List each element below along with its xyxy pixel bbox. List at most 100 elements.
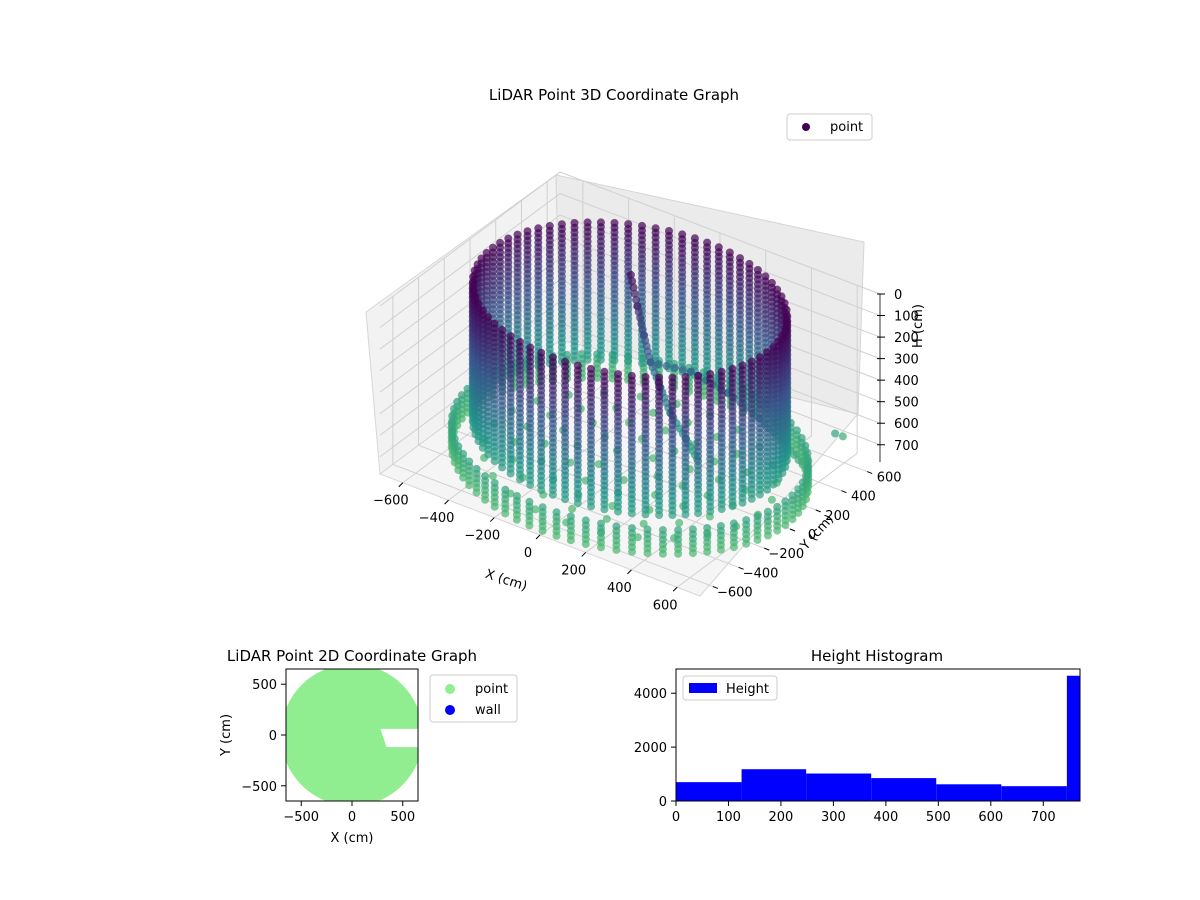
data-point-3d	[481, 495, 490, 504]
data-point-3d	[506, 469, 515, 478]
legend-histogram: Height	[682, 675, 778, 701]
legend-3d-label: point	[830, 120, 863, 135]
data-point-3d	[729, 543, 738, 552]
data-point-3d	[632, 295, 641, 304]
data-point-3d	[472, 488, 481, 497]
legend-2d-point-marker	[445, 684, 455, 694]
legend-histogram-frame	[682, 675, 778, 701]
x-tick-histogram-label: 300	[821, 810, 846, 825]
data-point-3d	[552, 531, 561, 540]
y-tick-3d	[712, 585, 719, 589]
x-tick-2d-label: 0	[348, 810, 356, 825]
z-tick-3d-label: 200	[894, 331, 919, 346]
region-gap-2d	[380, 728, 418, 748]
histogram-frame	[675, 668, 1081, 802]
data-point-3d	[512, 515, 521, 524]
x-tick-3d	[398, 482, 404, 488]
legend-3d-frame	[786, 113, 873, 141]
x-tick-histogram-label: 0	[672, 810, 680, 825]
histogram-axes: 0 100 200 300 400 500 600 700 0 2000 4000	[634, 687, 1056, 825]
data-point-3d	[629, 283, 638, 292]
data-point-3d	[633, 533, 642, 542]
data-point-3d	[501, 509, 510, 518]
data-point-3d	[561, 495, 570, 504]
data-point-3d	[581, 540, 590, 549]
y-tick-histogram-label: 4000	[634, 687, 667, 702]
chart-histogram: Height Histogram 0 100 200 300 400 500 600 7000…	[634, 647, 1081, 825]
data-point-3d	[674, 549, 683, 558]
data-point-3d	[668, 511, 677, 519]
chart-3d: LiDAR Point 3D Coordinate Graph −600 −400…	[365, 86, 926, 613]
y-tick-3d	[841, 490, 847, 494]
data-point-3d	[763, 485, 772, 494]
x-tick-histogram-label: 600	[978, 810, 1003, 825]
z-tick-3d-label: 400	[894, 374, 919, 389]
data-point-3d	[628, 277, 637, 286]
x-tick-histogram-label: 700	[1031, 810, 1056, 825]
x-tick-3d	[627, 569, 632, 575]
data-point-3d	[490, 457, 499, 465]
y-tick-3d	[866, 471, 873, 475]
data-point-3d	[538, 526, 547, 535]
data-point-3d	[597, 543, 605, 552]
x-tick-histogram-label: 400	[873, 810, 898, 825]
data-point-3d	[537, 486, 546, 495]
data-point-3d	[488, 472, 497, 480]
z-tick-3d-label: 300	[894, 353, 919, 368]
x-axis-2d-label: X (cm)	[331, 831, 374, 846]
data-point-3d	[738, 498, 747, 507]
histogram-bar	[871, 778, 937, 801]
legend-3d-marker	[802, 123, 810, 131]
z-axis-3d: 0 100 200 300 400 500 600 700	[877, 288, 919, 462]
y-tick-3d-label: −600	[717, 585, 753, 600]
point-region-2d	[286, 669, 418, 801]
y-tick-3d	[738, 566, 744, 570]
legend-3d: point	[786, 113, 873, 141]
data-point-3d	[753, 535, 762, 544]
x-tick-histogram-label: 100	[716, 810, 741, 825]
z-tick-3d-label: 100	[894, 310, 919, 325]
histogram-bar	[806, 773, 872, 801]
data-point-3d	[484, 450, 493, 459]
legend-2d: point wall	[429, 674, 518, 723]
data-point-3d	[686, 367, 695, 376]
legend-2d-point-label: point	[475, 682, 508, 697]
data-point-3d	[593, 373, 602, 382]
histogram-bar	[676, 782, 742, 801]
legend-2d-wall-marker	[445, 705, 455, 715]
legend-2d-wall-label: wall	[475, 703, 501, 718]
z-axis-3d-label: H (cm)	[911, 304, 926, 348]
y-axis-3d-label: Y (cm)	[797, 512, 837, 554]
data-point-3d	[717, 505, 726, 514]
data-point-3d	[516, 475, 524, 484]
data-point-3d	[703, 547, 712, 556]
y-tick-3d-label: 400	[851, 490, 876, 505]
data-point-3d	[747, 494, 756, 503]
data-point-3d	[573, 499, 582, 508]
data-point-3d	[602, 514, 611, 523]
x-tick-3d	[489, 517, 495, 522]
x-tick-3d-label: 400	[607, 581, 632, 596]
data-point-3d	[587, 502, 595, 511]
data-point-3d	[728, 502, 737, 511]
data-point-3d	[639, 519, 648, 528]
histogram-bar	[741, 769, 807, 801]
y-tick-3d-label: −400	[743, 566, 779, 581]
data-point-3d	[600, 505, 609, 514]
legend-histogram-swatch	[689, 683, 717, 693]
chart-2d-title: LiDAR Point 2D Coordinate Graph	[227, 647, 477, 665]
data-point-3d	[566, 536, 575, 545]
data-point-3d	[627, 509, 636, 518]
chart-2d: LiDAR Point 2D Coordinate Graph −500 0 500…	[219, 647, 518, 846]
data-point-3d	[641, 510, 650, 519]
data-point-3d	[670, 363, 679, 372]
data-point-3d	[459, 473, 468, 482]
data-point-3d	[654, 360, 663, 369]
z-tick-3d-label: 500	[894, 396, 919, 411]
data-point-3d	[694, 509, 703, 518]
x-tick-3d	[672, 586, 678, 592]
histogram-bars	[676, 675, 1080, 801]
data-point-3d	[678, 365, 687, 374]
